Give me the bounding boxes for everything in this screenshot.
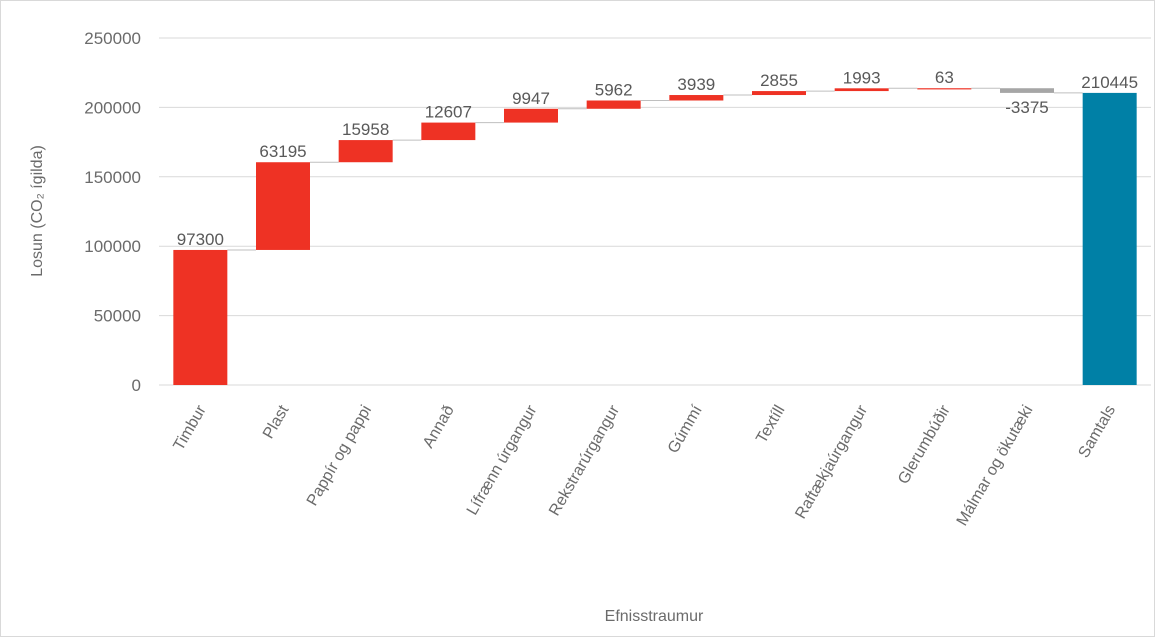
y-tick-label: 250000 — [84, 29, 141, 48]
data-label: 210445 — [1081, 73, 1138, 92]
y-tick-label: 50000 — [94, 307, 141, 326]
bar-increase — [752, 91, 806, 96]
x-tick-label: Rekstrarúrgangur — [546, 402, 623, 519]
bar-decrease — [1000, 88, 1054, 93]
data-label: 2855 — [760, 71, 798, 90]
x-tick-label: Raftækjaúrgangur — [792, 402, 871, 522]
y-tick-label: 200000 — [84, 98, 141, 117]
x-tick-label: Textíll — [753, 403, 788, 447]
y-axis-ticks: 0 50000 100000 150000 200000 250000 — [84, 29, 141, 395]
data-label: 63 — [935, 68, 954, 87]
data-labels: 97300 63195 15958 12607 9947 5962 3939 2855 1993… — [177, 68, 1138, 249]
bar-increase — [834, 88, 889, 92]
data-label: 9947 — [512, 89, 550, 108]
bars — [173, 88, 1137, 385]
x-tick-label: Gúmmí — [665, 402, 706, 456]
data-label: 5962 — [595, 81, 633, 100]
bar-increase — [338, 140, 393, 163]
data-label: 1993 — [843, 68, 881, 87]
y-tick-label: 150000 — [84, 168, 141, 187]
data-label: 15958 — [342, 120, 389, 139]
data-label: -3375 — [1005, 98, 1048, 117]
x-tick-label: Samtals — [1076, 403, 1120, 462]
bar-increase — [421, 122, 476, 141]
connector-lines — [227, 87, 1083, 251]
x-tick-label: Málmar og ökutæki — [954, 403, 1037, 529]
bar-increase — [504, 108, 558, 123]
y-axis-title: Losun (CO₂ ígilda) — [29, 145, 46, 277]
data-label: 97300 — [177, 230, 224, 249]
x-tick-label: Lífrænn úrgangur — [464, 402, 541, 518]
x-axis-ticks: Timbur Plast Pappír og pappi Annað Lífrænn ú… — [170, 402, 1119, 529]
data-label: 3939 — [677, 75, 715, 94]
bar-increase — [256, 162, 310, 250]
data-label: 63195 — [259, 142, 306, 161]
x-tick-label: Plast — [260, 402, 293, 442]
bar-increase — [917, 88, 972, 90]
y-tick-label: 0 — [132, 376, 141, 395]
gridlines — [159, 37, 1151, 386]
bar-total — [1082, 92, 1137, 385]
x-tick-label: Glerumbúðir — [895, 402, 954, 487]
x-tick-label: Timbur — [170, 402, 210, 454]
y-tick-label: 100000 — [84, 237, 141, 256]
x-tick-label: Pappír og pappi — [304, 403, 375, 509]
data-label: 12607 — [425, 103, 472, 122]
bar-increase — [173, 249, 228, 385]
x-tick-label: Annað — [420, 402, 458, 451]
bar-increase — [586, 100, 641, 109]
x-axis-title: Efnisstraumur — [605, 608, 704, 625]
bar-increase — [669, 95, 724, 101]
